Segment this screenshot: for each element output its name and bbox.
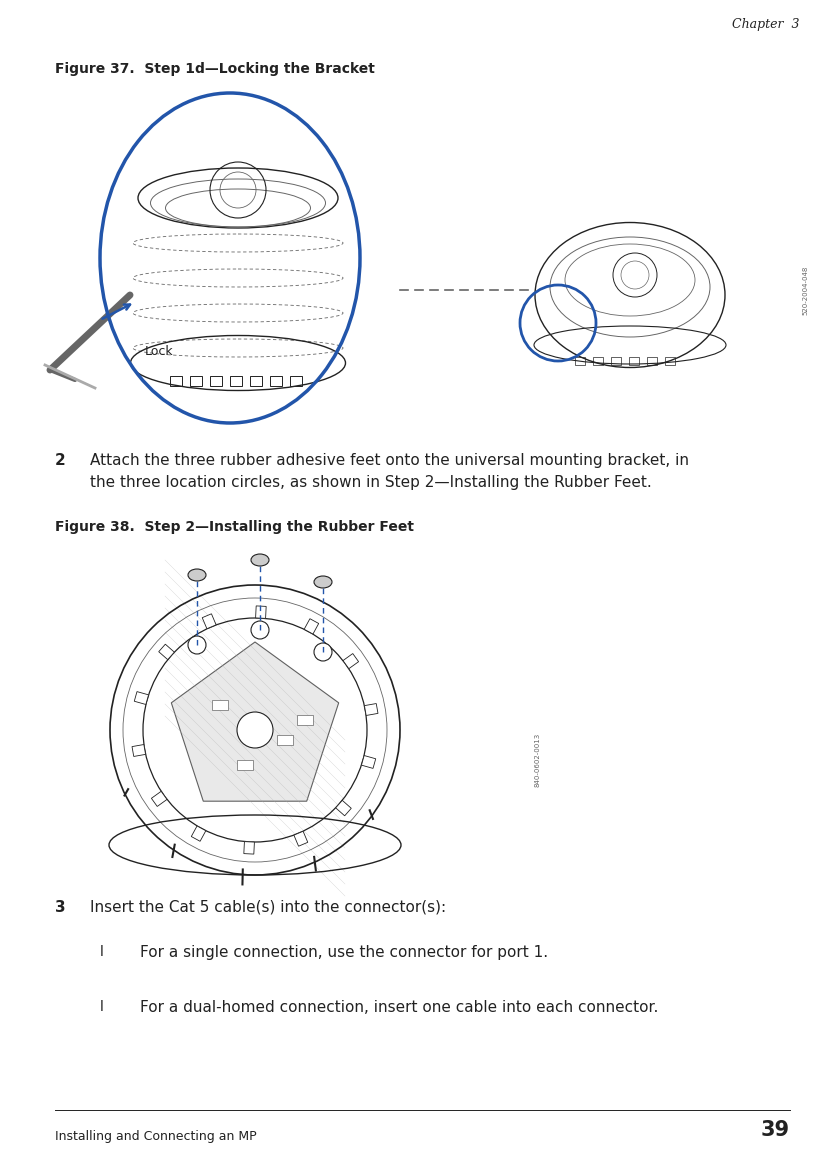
Bar [270,376,282,386]
Bar [297,715,313,726]
Bar [629,357,639,365]
Bar [202,614,216,628]
Bar [159,644,175,659]
Circle shape [314,643,332,661]
Bar [277,735,293,745]
Bar [304,619,319,634]
Bar [361,756,376,768]
Text: Installing and Connecting an MP: Installing and Connecting an MP [55,1130,257,1143]
Bar [290,376,302,386]
Bar [212,700,228,710]
Text: 39: 39 [761,1120,790,1140]
Bar [132,744,145,757]
Circle shape [237,712,273,748]
Text: Figure 37.  Step 1d—Locking the Bracket: Figure 37. Step 1d—Locking the Bracket [55,61,375,76]
Bar [210,376,222,386]
Polygon shape [171,642,339,801]
Bar [647,357,657,365]
Bar [365,704,378,715]
Bar [611,357,621,365]
Bar [243,841,254,854]
Text: Chapter  3: Chapter 3 [732,19,800,31]
Text: For a single connection, use the connector for port 1.: For a single connection, use the connect… [140,945,548,960]
Text: the three location circles, as shown in Step 2—Installing the Rubber Feet.: the three location circles, as shown in … [90,475,652,490]
Text: 3: 3 [55,901,66,914]
Text: Figure 38.  Step 2—Installing the Rubber Feet: Figure 38. Step 2—Installing the Rubber … [55,520,414,534]
Circle shape [188,636,206,654]
Ellipse shape [314,576,332,588]
Bar [230,376,242,386]
Text: l: l [100,945,104,958]
Ellipse shape [251,554,269,566]
Bar [151,792,167,807]
Bar [135,692,149,705]
Bar [336,801,352,816]
Text: Insert the Cat 5 cable(s) into the connector(s):: Insert the Cat 5 cable(s) into the conne… [90,901,446,914]
Text: For a dual-homed connection, insert one cable into each connector.: For a dual-homed connection, insert one … [140,1000,658,1015]
Bar [294,831,307,846]
Ellipse shape [188,569,206,581]
Text: Attach the three rubber adhesive feet onto the universal mounting bracket, in: Attach the three rubber adhesive feet on… [90,453,689,468]
Circle shape [251,621,269,639]
Bar [190,376,202,386]
Bar [343,654,359,669]
Text: 2: 2 [55,453,66,468]
Bar [665,357,675,365]
Bar [237,760,253,770]
Text: l: l [100,1000,104,1014]
Bar [250,376,262,386]
Bar [256,606,266,619]
Text: 520-2004-048: 520-2004-048 [802,265,808,315]
Bar [191,826,206,841]
Text: 840-0602-0013: 840-0602-0013 [534,732,540,787]
Bar [593,357,603,365]
Bar [170,376,182,386]
Text: Lock: Lock [145,345,174,358]
Bar [575,357,585,365]
